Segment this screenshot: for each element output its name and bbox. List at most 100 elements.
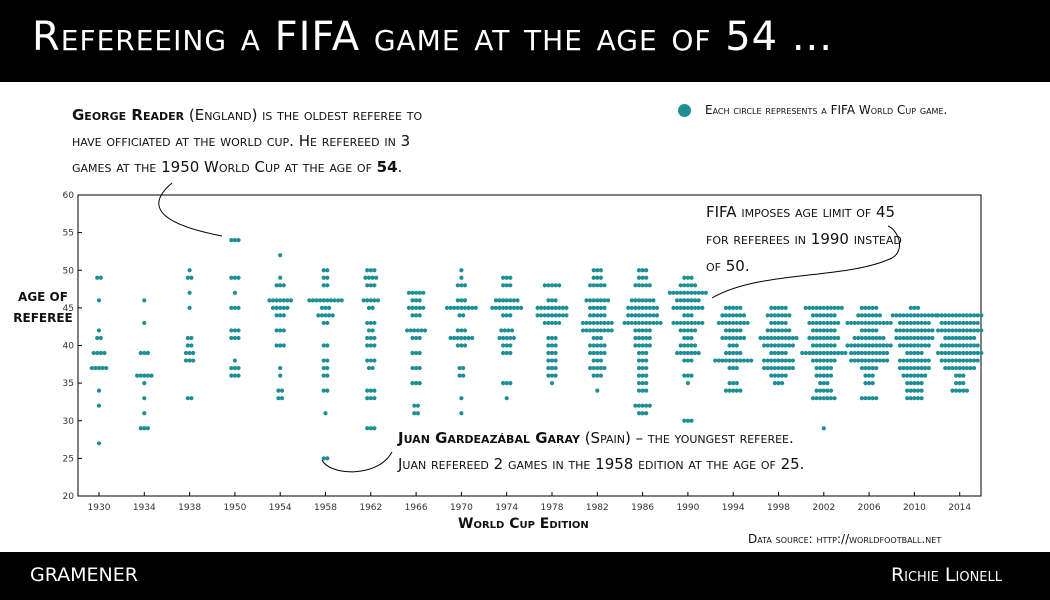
game-dot-2010 <box>919 350 924 356</box>
game-dot-1958 <box>316 313 321 318</box>
game-dot-1978 <box>553 350 558 356</box>
game-dot-2014 <box>943 320 948 326</box>
game-dot-2014 <box>950 320 955 326</box>
youngest-referee-line2: Juan refereed 2 games in the 1958 editio… <box>398 455 805 473</box>
game-dot-1986 <box>636 335 642 341</box>
game-dot-1958 <box>325 456 330 461</box>
game-dot-1966 <box>414 305 419 310</box>
game-dot-1998 <box>762 343 767 348</box>
game-dot-2010 <box>908 305 913 310</box>
game-dot-2002 <box>828 365 834 371</box>
game-dot-1982 <box>591 268 596 273</box>
game-dot-1974 <box>508 350 513 356</box>
game-dot-2006 <box>859 335 865 341</box>
game-dot-1998 <box>762 335 767 341</box>
game-dot-1970 <box>462 335 468 341</box>
game-dot-2014 <box>954 335 959 341</box>
game-dot-1998 <box>769 335 774 341</box>
game-dot-1986 <box>636 358 642 363</box>
game-dot-1986 <box>644 365 649 371</box>
game-dot-2002 <box>828 313 834 318</box>
game-dot-1974 <box>511 335 516 341</box>
game-dot-1994 <box>723 335 729 341</box>
game-dot-1998 <box>769 350 774 356</box>
game-dot-1990 <box>678 328 683 333</box>
game-dot-1974 <box>504 283 509 288</box>
game-dot-1998 <box>776 320 781 326</box>
game-dot-2014 <box>964 388 970 393</box>
game-dot-2014 <box>946 343 952 348</box>
game-dot-1978 <box>557 320 562 326</box>
game-dot-1970 <box>473 305 478 310</box>
game-dot-2006 <box>867 358 872 363</box>
game-dot-1986 <box>626 313 631 318</box>
game-dot-2010 <box>926 358 931 363</box>
game-dot-1982 <box>598 343 604 348</box>
game-dot-2006 <box>874 365 879 371</box>
game-dot-2002 <box>814 343 819 348</box>
game-dot-1938 <box>185 335 190 341</box>
game-dot-1962 <box>365 335 370 341</box>
game-dot-2014 <box>939 313 944 318</box>
game-dot-1938 <box>191 358 196 363</box>
game-dot-2006 <box>885 358 890 363</box>
game-dot-1986 <box>629 313 634 318</box>
game-dot-2014 <box>954 350 959 356</box>
game-dot-2002 <box>832 396 837 401</box>
game-dot-1982 <box>602 350 607 356</box>
game-dot-2010 <box>912 328 917 333</box>
game-dot-1954 <box>281 328 286 333</box>
game-dot-2010 <box>912 313 917 318</box>
game-dot-1998 <box>772 328 778 333</box>
game-dot-2014 <box>950 388 955 393</box>
game-dot-1990 <box>671 290 676 295</box>
game-dot-1930 <box>98 350 103 356</box>
game-dot-2006 <box>885 350 890 356</box>
game-dot-2002 <box>810 358 816 363</box>
game-dot-1954 <box>274 298 279 303</box>
game-dot-1962 <box>365 298 370 303</box>
game-dot-1930 <box>102 350 107 356</box>
game-dot-2010 <box>915 305 921 310</box>
game-dot-1998 <box>776 343 781 348</box>
game-dot-1958 <box>325 283 330 288</box>
game-dot-1990 <box>678 320 683 326</box>
game-dot-1986 <box>644 298 649 303</box>
game-dot-2014 <box>972 358 977 363</box>
game-dot-1974 <box>504 275 509 280</box>
game-dot-2014 <box>943 328 948 333</box>
game-dot-1934 <box>142 411 147 416</box>
game-dot-2002 <box>818 350 823 356</box>
game-dot-1962 <box>372 320 377 326</box>
game-dot-1954 <box>285 298 290 303</box>
oldest-referee-end: . <box>397 158 403 176</box>
game-dot-2006 <box>877 343 883 348</box>
game-dot-1930 <box>96 298 102 303</box>
game-dot-1966 <box>414 290 419 295</box>
game-dot-1986 <box>647 283 652 288</box>
game-dot-2014 <box>972 328 977 333</box>
game-dot-1998 <box>776 358 781 363</box>
game-dot-1986 <box>640 328 645 333</box>
game-dot-1990 <box>682 418 687 423</box>
game-dot-1978 <box>549 365 555 371</box>
game-dot-1958 <box>321 456 326 461</box>
game-dot-1990 <box>685 381 691 386</box>
game-dot-1970 <box>459 335 464 341</box>
game-dot-2014 <box>943 343 948 348</box>
game-dot-1938 <box>185 343 190 348</box>
game-dot-1982 <box>602 320 607 326</box>
game-dot-2010 <box>905 343 910 348</box>
game-dot-1966 <box>410 381 415 386</box>
game-dot-2002 <box>821 320 826 326</box>
game-dot-1990 <box>685 290 691 295</box>
game-dot-2014 <box>972 313 977 318</box>
game-dot-2002 <box>828 350 834 356</box>
game-dot-1994 <box>723 388 729 393</box>
game-dot-1986 <box>640 343 645 348</box>
game-dot-2002 <box>818 373 823 378</box>
game-dot-1998 <box>765 335 770 341</box>
game-dot-1962 <box>361 298 366 303</box>
game-dot-1962 <box>370 275 375 280</box>
game-dot-2006 <box>874 350 879 356</box>
